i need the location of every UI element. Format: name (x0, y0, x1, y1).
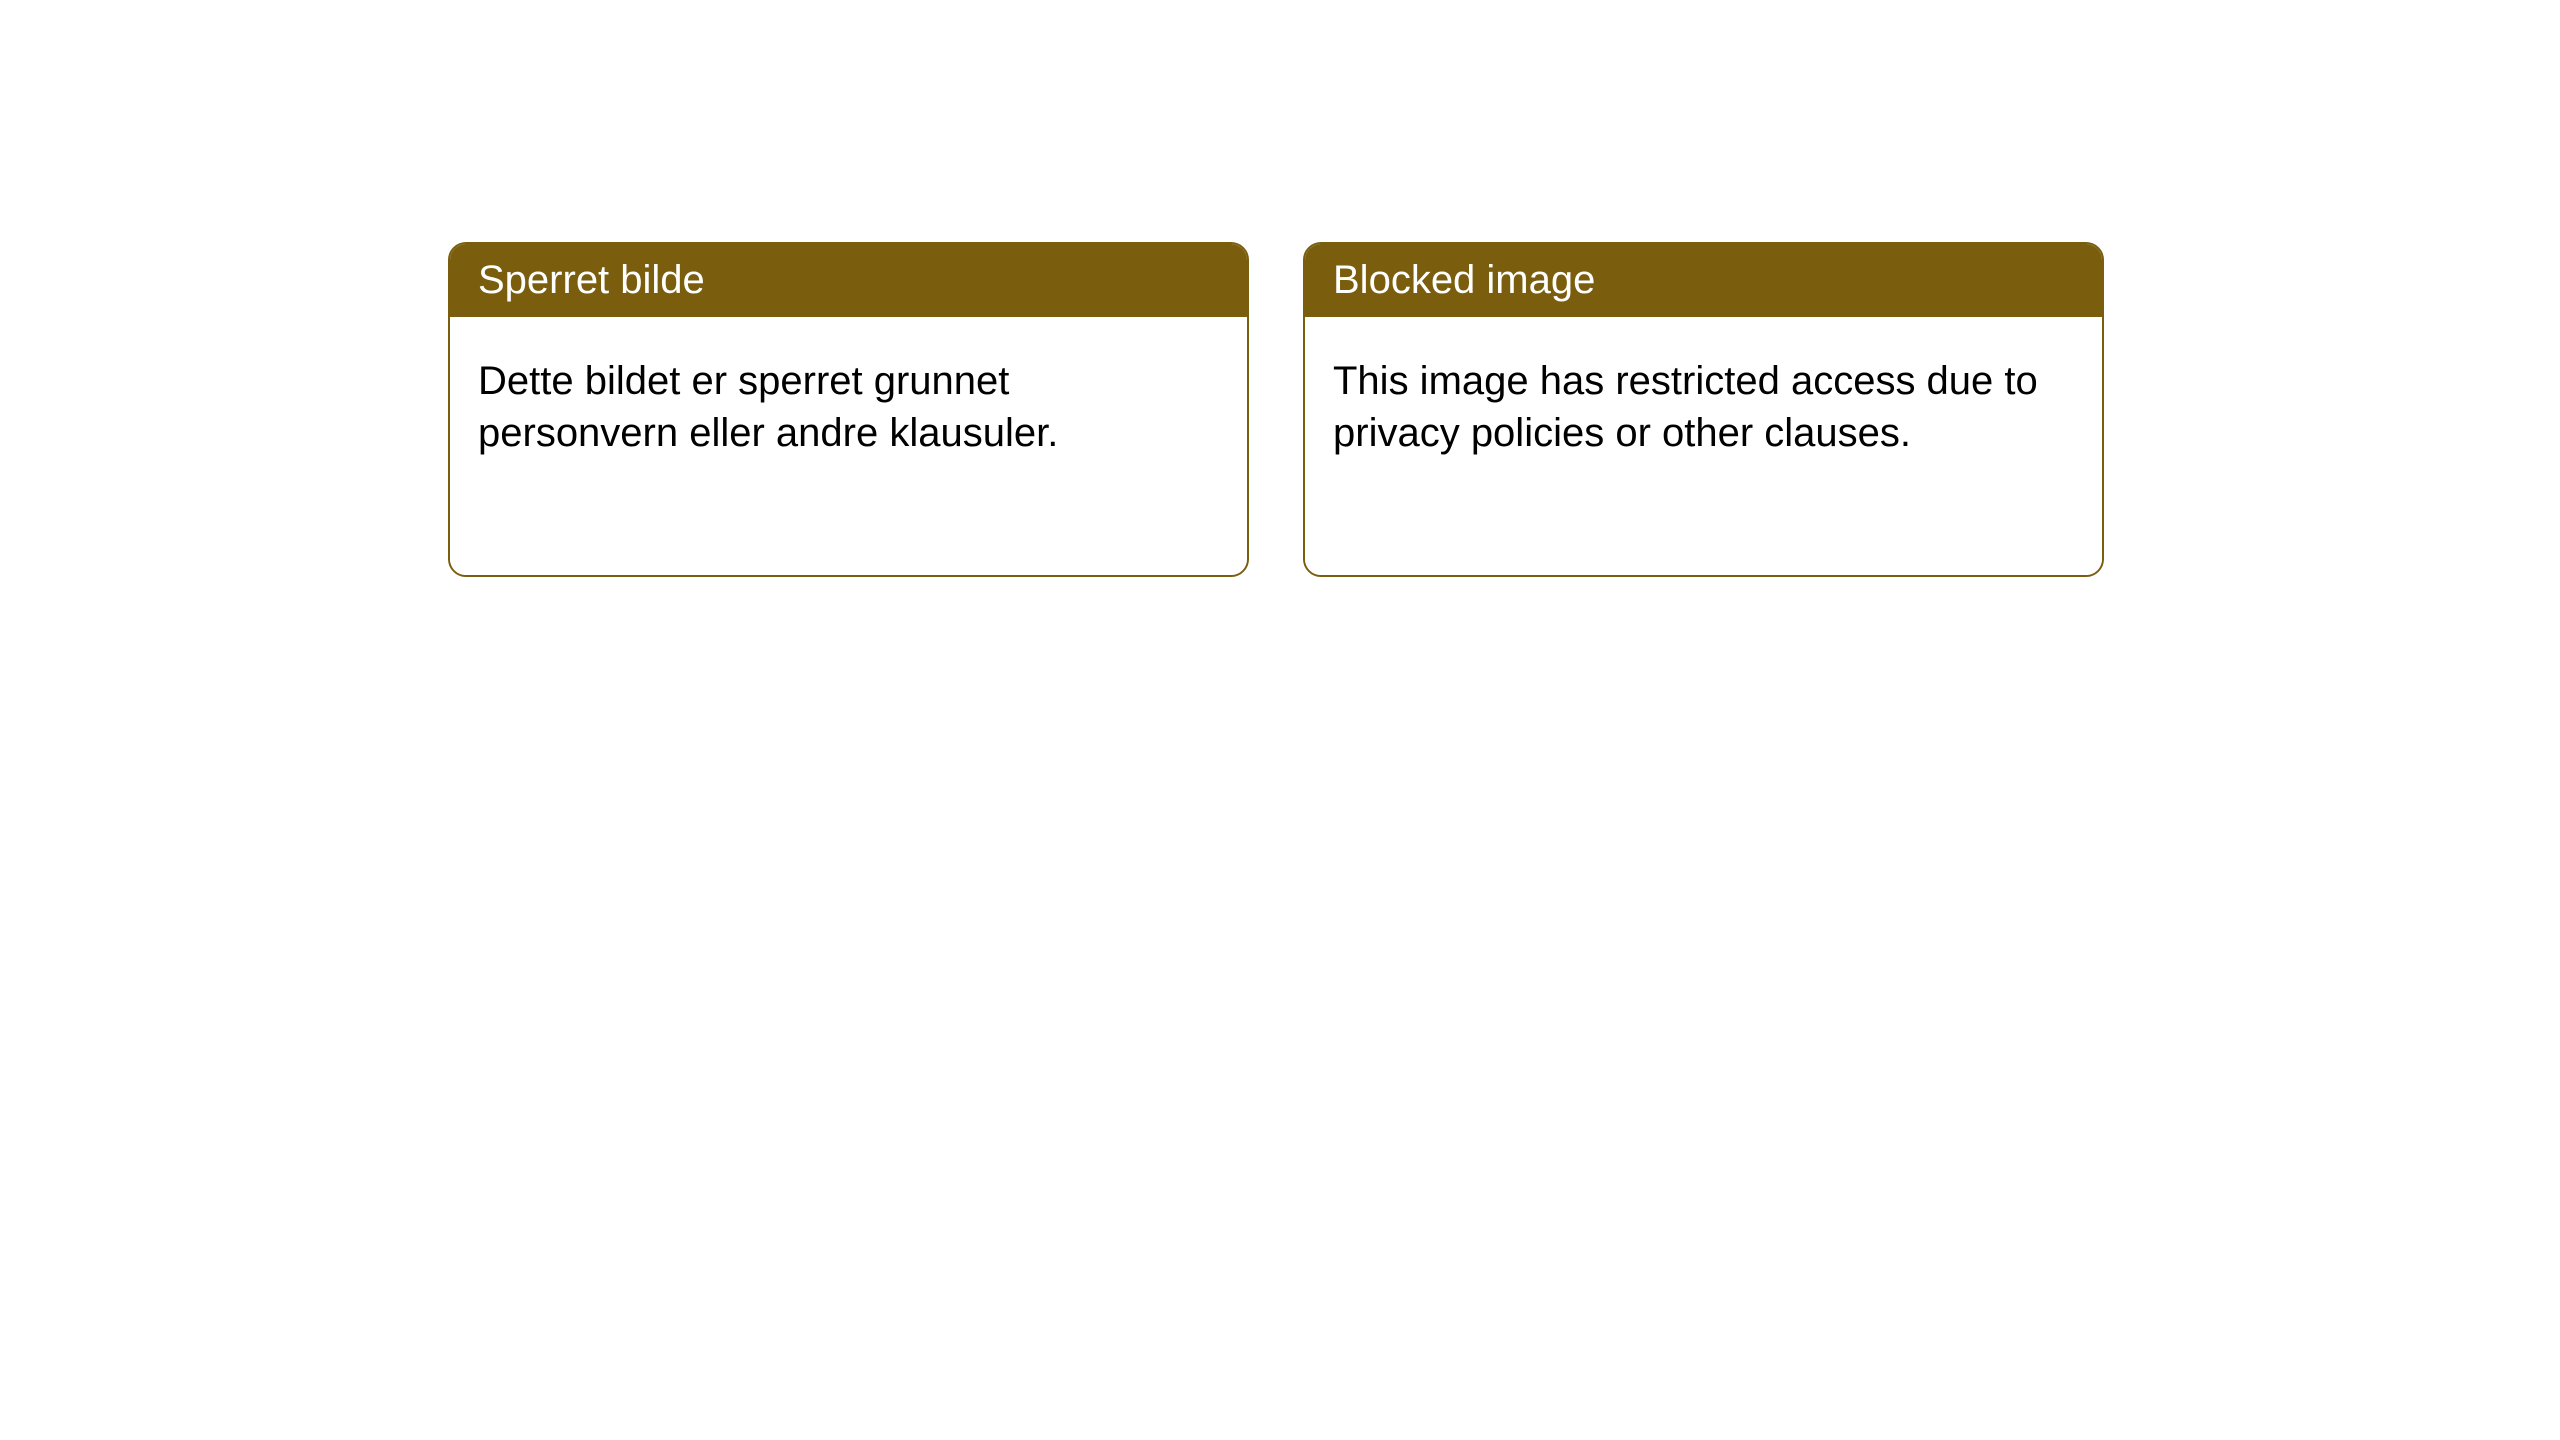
notice-title: Sperret bilde (478, 258, 705, 302)
notice-title: Blocked image (1333, 258, 1595, 302)
notice-card-body: Dette bildet er sperret grunnet personve… (450, 317, 1247, 575)
notice-card-header: Sperret bilde (450, 244, 1247, 317)
notice-card-header: Blocked image (1305, 244, 2102, 317)
notice-card-body: This image has restricted access due to … (1305, 317, 2102, 575)
notice-card-english: Blocked image This image has restricted … (1303, 242, 2104, 577)
notice-container: Sperret bilde Dette bildet er sperret gr… (448, 242, 2104, 577)
notice-card-norwegian: Sperret bilde Dette bildet er sperret gr… (448, 242, 1249, 577)
notice-message: This image has restricted access due to … (1333, 359, 2038, 455)
notice-message: Dette bildet er sperret grunnet personve… (478, 359, 1058, 455)
